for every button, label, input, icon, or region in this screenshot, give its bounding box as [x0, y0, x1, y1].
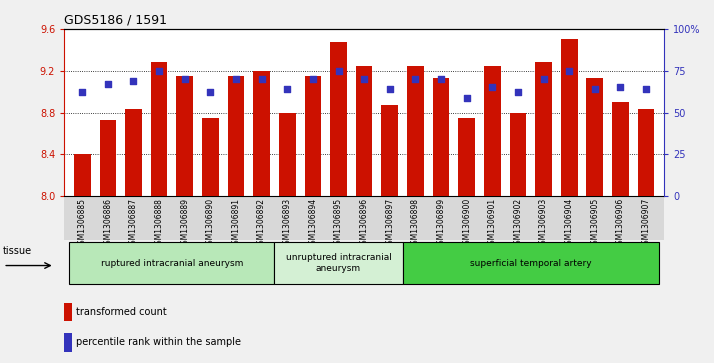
Bar — [305, 76, 321, 196]
Bar — [125, 109, 142, 196]
Text: GSM1306905: GSM1306905 — [590, 198, 599, 249]
Bar — [407, 66, 423, 196]
Point — [205, 90, 216, 95]
Text: tissue: tissue — [3, 246, 32, 256]
Bar — [484, 66, 501, 196]
Point — [461, 95, 473, 101]
Point — [384, 86, 396, 92]
Bar — [228, 76, 244, 196]
Point — [640, 86, 652, 92]
Text: GSM1306896: GSM1306896 — [360, 198, 368, 249]
Text: GSM1306893: GSM1306893 — [283, 198, 292, 249]
Bar — [64, 303, 71, 322]
Text: GSM1306891: GSM1306891 — [231, 198, 241, 249]
Bar — [99, 120, 116, 196]
Text: percentile rank within the sample: percentile rank within the sample — [76, 337, 241, 347]
Text: unruptured intracranial
aneurysm: unruptured intracranial aneurysm — [286, 253, 391, 273]
Point — [76, 90, 88, 95]
Text: GSM1306904: GSM1306904 — [565, 198, 573, 249]
Point — [486, 85, 498, 90]
FancyBboxPatch shape — [403, 242, 659, 285]
Point — [512, 90, 523, 95]
Point — [436, 76, 447, 82]
Bar — [561, 40, 578, 196]
Bar — [74, 154, 91, 196]
Text: GSM1306892: GSM1306892 — [257, 198, 266, 249]
Bar — [202, 118, 218, 196]
Bar — [356, 66, 373, 196]
Text: GSM1306887: GSM1306887 — [129, 198, 138, 249]
FancyBboxPatch shape — [274, 242, 403, 285]
Bar — [638, 109, 655, 196]
Text: GSM1306900: GSM1306900 — [462, 198, 471, 249]
Text: GSM1306907: GSM1306907 — [642, 198, 650, 249]
Point — [154, 68, 165, 74]
Text: GDS5186 / 1591: GDS5186 / 1591 — [64, 13, 167, 26]
Bar — [433, 78, 449, 196]
Point — [563, 68, 575, 74]
Bar — [279, 113, 296, 196]
FancyBboxPatch shape — [69, 242, 274, 285]
Text: GSM1306898: GSM1306898 — [411, 198, 420, 249]
Text: GSM1306899: GSM1306899 — [436, 198, 446, 249]
Point — [410, 76, 421, 82]
Point — [538, 76, 549, 82]
Point — [615, 85, 626, 90]
Text: GSM1306894: GSM1306894 — [308, 198, 318, 249]
Text: ruptured intracranial aneurysm: ruptured intracranial aneurysm — [101, 259, 243, 268]
Bar — [381, 105, 398, 196]
Point — [179, 76, 191, 82]
Point — [256, 76, 267, 82]
Point — [307, 76, 318, 82]
Point — [333, 68, 344, 74]
Text: GSM1306906: GSM1306906 — [616, 198, 625, 249]
Point — [589, 86, 600, 92]
Bar — [64, 333, 71, 351]
Text: GSM1306890: GSM1306890 — [206, 198, 215, 249]
Bar — [536, 62, 552, 196]
Text: superficial temporal artery: superficial temporal artery — [470, 259, 592, 268]
Bar — [330, 41, 347, 196]
Text: GSM1306902: GSM1306902 — [513, 198, 523, 249]
Bar — [151, 62, 167, 196]
Text: GSM1306895: GSM1306895 — [334, 198, 343, 249]
Bar — [612, 102, 629, 196]
Text: GSM1306885: GSM1306885 — [78, 198, 86, 249]
Text: GSM1306888: GSM1306888 — [155, 198, 164, 249]
Point — [281, 86, 293, 92]
Bar — [510, 113, 526, 196]
Text: GSM1306903: GSM1306903 — [539, 198, 548, 249]
Point — [231, 76, 242, 82]
Bar — [586, 78, 603, 196]
Text: GSM1306889: GSM1306889 — [180, 198, 189, 249]
Point — [102, 81, 114, 87]
Bar — [458, 118, 475, 196]
Text: GSM1306897: GSM1306897 — [386, 198, 394, 249]
Bar — [253, 71, 270, 196]
Text: GSM1306886: GSM1306886 — [104, 198, 112, 249]
Point — [128, 78, 139, 84]
Bar — [176, 76, 193, 196]
Point — [358, 76, 370, 82]
Text: GSM1306901: GSM1306901 — [488, 198, 497, 249]
Text: transformed count: transformed count — [76, 307, 167, 317]
